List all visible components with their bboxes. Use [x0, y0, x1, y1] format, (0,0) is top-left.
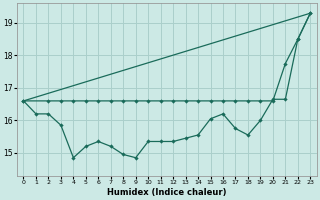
X-axis label: Humidex (Indice chaleur): Humidex (Indice chaleur): [107, 188, 227, 197]
